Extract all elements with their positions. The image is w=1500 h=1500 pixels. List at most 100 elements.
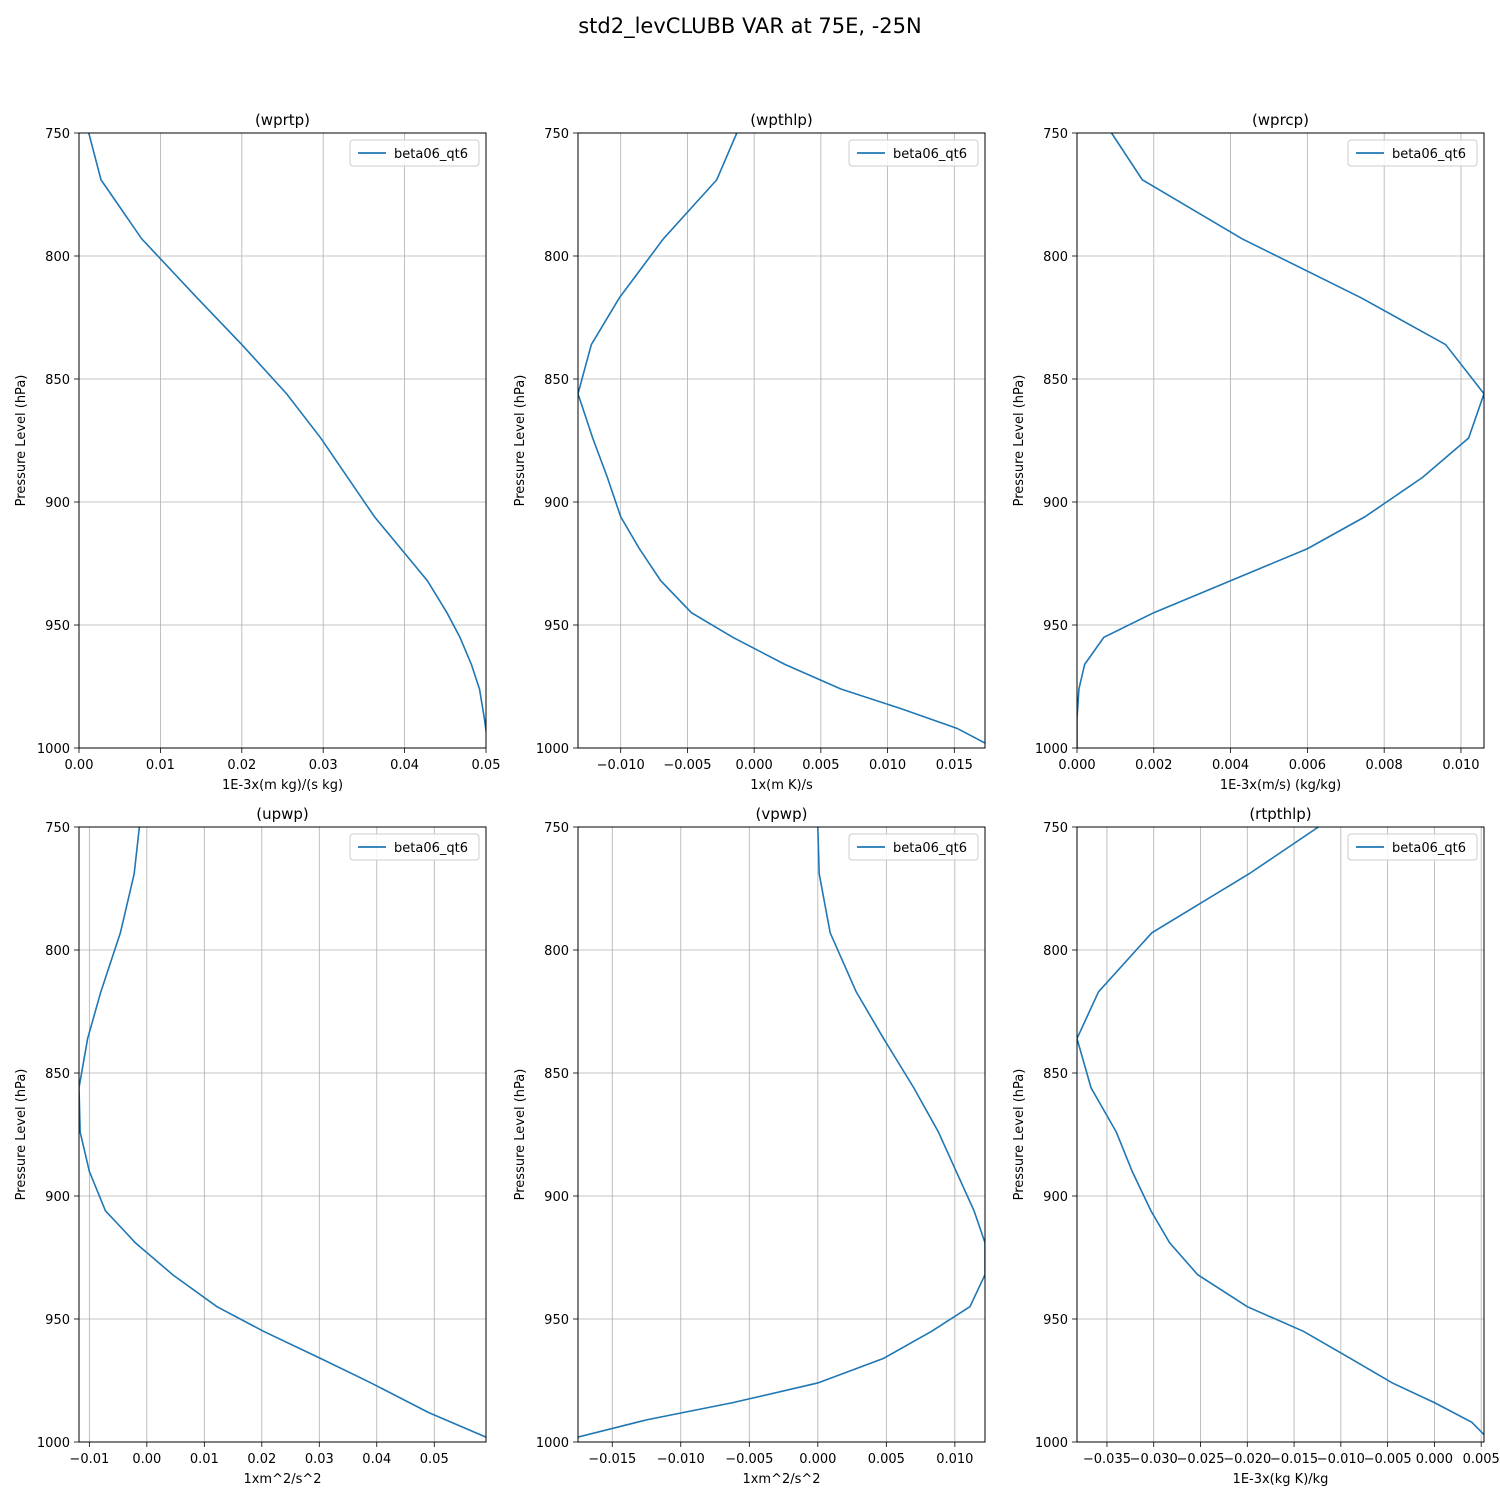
y-tick-label: 800 [45, 944, 70, 959]
x-tick-label: 0.002 [1135, 758, 1172, 773]
subplot-3: −0.01 0.00 0.01 0.02 0.03 0.04 0.05 750 800 850 90… [14, 805, 487, 1487]
legend: beta06_qt6 [349, 833, 480, 861]
y-tick-label: 750 [45, 821, 70, 836]
x-tick-label: 0.010 [936, 1452, 973, 1467]
x-tick-label: −0.010 [1317, 1452, 1365, 1467]
legend: beta06_qt6 [848, 139, 979, 167]
x-tick-label: −0.015 [1270, 1452, 1318, 1467]
legend-entry: beta06_qt6 [394, 841, 468, 856]
legend-entry: beta06_qt6 [893, 147, 967, 162]
x-tick-label: 0.05 [420, 1452, 449, 1467]
x-tick-label: 0.000 [1416, 1452, 1453, 1467]
x-tick-label: 0.02 [227, 758, 256, 773]
y-tick-label: 1000 [37, 1436, 70, 1451]
series-line-beta06_qt6 [79, 827, 486, 1438]
legend: beta06_qt6 [848, 833, 979, 861]
x-tick-label: −0.025 [1176, 1452, 1224, 1467]
x-axis-label: 1xm^2/s^2 [742, 1472, 820, 1487]
y-tick-label: 900 [544, 496, 569, 511]
subplot-1: −0.010 −0.005 0.000 0.005 0.010 0.015 750 800 85… [513, 111, 986, 793]
y-tick-label: 900 [1043, 496, 1068, 511]
series-line-beta06_qt6 [578, 827, 985, 1438]
subplot-title: (upwp) [256, 805, 309, 823]
series-line-beta06_qt6 [578, 133, 985, 744]
legend-box [349, 139, 480, 167]
series-line-beta06_qt6 [1077, 827, 1484, 1436]
x-tick-label: −0.020 [1223, 1452, 1271, 1467]
y-tick-label: 950 [1043, 619, 1068, 634]
y-tick-label: 800 [1043, 250, 1068, 265]
x-tick-label: 0.015 [936, 758, 973, 773]
y-tick-label: 950 [45, 1313, 70, 1328]
y-tick-label: 750 [45, 127, 70, 142]
x-tick-label: 0.000 [736, 758, 773, 773]
y-axis-label: Pressure Level (hPa) [513, 375, 528, 507]
subplot-5: −0.035−0.030−0.025−0.020−0.015−0.010−0.0… [1012, 805, 1500, 1487]
legend-entry: beta06_qt6 [893, 841, 967, 856]
y-axis-label: Pressure Level (hPa) [513, 1069, 528, 1201]
legend: beta06_qt6 [349, 139, 480, 167]
x-axis-label: 1E-3x(m kg)/(s kg) [222, 778, 343, 793]
axes-frame [1076, 826, 1485, 1443]
x-tick-label: 0.004 [1212, 758, 1249, 773]
x-tick-label: −0.005 [725, 1452, 773, 1467]
x-tick-label: −0.015 [588, 1452, 636, 1467]
legend: beta06_qt6 [1347, 833, 1478, 861]
x-axis-label: 1xm^2/s^2 [243, 1472, 321, 1487]
subplot-0: 0.00 0.01 0.02 0.03 0.04 0.05 750 800 850 900 950 1… [14, 111, 500, 793]
y-tick-label: 950 [544, 619, 569, 634]
axes-frame [577, 132, 986, 749]
axes-frame [577, 826, 986, 1443]
y-tick-label: 850 [1043, 1067, 1068, 1082]
y-tick-label: 800 [1043, 944, 1068, 959]
y-tick-label: 750 [1043, 127, 1068, 142]
series-line-beta06_qt6 [1077, 133, 1484, 748]
x-tick-label: 0.000 [1058, 758, 1095, 773]
subplot-title: (wprcp) [1252, 111, 1309, 129]
x-tick-label: −0.035 [1083, 1452, 1131, 1467]
y-tick-label: 900 [45, 496, 70, 511]
y-tick-label: 750 [544, 821, 569, 836]
x-tick-label: 0.01 [190, 1452, 219, 1467]
y-tick-label: 750 [1043, 821, 1068, 836]
x-tick-label: 0.005 [868, 1452, 905, 1467]
y-tick-label: 1000 [1035, 1436, 1068, 1451]
subplot-title: (wprtp) [255, 111, 310, 129]
x-tick-label: 0.00 [65, 758, 94, 773]
legend-box [848, 833, 979, 861]
y-tick-label: 800 [544, 250, 569, 265]
y-tick-label: 950 [1043, 1313, 1068, 1328]
y-axis-label: Pressure Level (hPa) [1012, 1069, 1027, 1201]
y-tick-label: 950 [544, 1313, 569, 1328]
x-axis-label: 1E-3x(kg K)/kg [1233, 1472, 1329, 1487]
x-axis-label: 1x(m K)/s [750, 778, 813, 793]
x-tick-label: −0.010 [657, 1452, 705, 1467]
x-tick-label: 0.03 [305, 1452, 334, 1467]
series-line-beta06_qt6 [87, 133, 486, 737]
y-tick-label: 1000 [1035, 742, 1068, 757]
y-tick-label: 800 [45, 250, 70, 265]
y-axis-label: Pressure Level (hPa) [14, 375, 29, 507]
x-tick-label: −0.005 [1364, 1452, 1412, 1467]
x-tick-label: −0.010 [597, 758, 645, 773]
y-axis-label: Pressure Level (hPa) [14, 1069, 29, 1201]
legend-box [848, 139, 979, 167]
x-tick-label: 0.04 [390, 758, 419, 773]
y-tick-label: 850 [544, 373, 569, 388]
y-tick-label: 850 [45, 1067, 70, 1082]
x-tick-label: 0.02 [247, 1452, 276, 1467]
y-axis-label: Pressure Level (hPa) [1012, 375, 1027, 507]
legend-entry: beta06_qt6 [394, 147, 468, 162]
x-tick-label: 0.05 [472, 758, 501, 773]
y-tick-label: 1000 [37, 742, 70, 757]
x-tick-label: 0.010 [869, 758, 906, 773]
y-tick-label: 850 [45, 373, 70, 388]
x-tick-label: 0.010 [1442, 758, 1479, 773]
legend-entry: beta06_qt6 [1392, 841, 1466, 856]
subplot-title: (rtpthlp) [1249, 805, 1311, 823]
y-tick-label: 800 [544, 944, 569, 959]
x-tick-label: 0.000 [799, 1452, 836, 1467]
y-tick-label: 1000 [536, 1436, 569, 1451]
x-tick-label: 0.008 [1366, 758, 1403, 773]
